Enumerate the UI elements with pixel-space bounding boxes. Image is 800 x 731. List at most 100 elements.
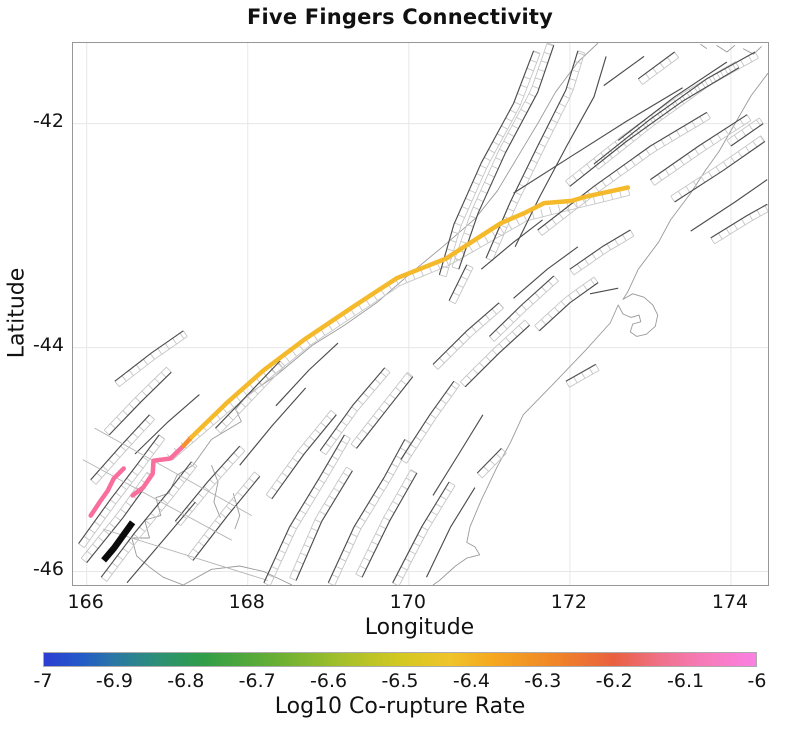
source-fault-highlight: [101, 520, 136, 563]
fault-patches: [78, 43, 768, 585]
fault-trace: [425, 487, 476, 578]
coastline-sounds-island-1: [716, 44, 736, 53]
fault-trace: [485, 50, 579, 259]
fault-trace: [114, 330, 184, 382]
fault-trace: [90, 414, 150, 481]
fault-trace: [134, 394, 200, 455]
colorbar-tick-label: -6.1: [667, 670, 705, 692]
fault-patch-chain: [90, 414, 155, 485]
fault-trace: [464, 324, 530, 388]
colorbar-tick-label: -6.7: [238, 670, 276, 692]
fault-trace: [327, 439, 406, 584]
rupture-path: [88, 466, 126, 518]
fault-trace: [569, 229, 631, 270]
fault-trace: [361, 472, 418, 578]
coastline: [131, 43, 768, 585]
colorbar-tick-label: -7: [33, 670, 53, 692]
fault-trace: [538, 282, 599, 332]
coastline-west-coast: [131, 43, 599, 585]
fault-patch-chain: [328, 439, 412, 585]
x-tick-label: 168: [228, 591, 265, 613]
fault-trace: [488, 275, 555, 337]
colorbar-tick-label: -6.4: [452, 670, 490, 692]
fault-trace: [565, 363, 596, 382]
fault-patch-chain: [476, 448, 507, 479]
rupture-path: [189, 185, 631, 440]
y-tick-label: -44: [32, 333, 64, 356]
plot-area: [72, 42, 769, 586]
colorbar-tick-label: -6.9: [95, 670, 133, 692]
fault-patch-chain: [637, 51, 680, 85]
fault-patch-chain: [710, 204, 768, 245]
fault-patch-chain: [215, 360, 286, 434]
map-canvas: [73, 43, 768, 585]
x-tick-label: 172: [550, 591, 587, 613]
fault-trace: [476, 447, 502, 474]
fault-patch-chain: [289, 466, 353, 581]
fault-trace: [192, 476, 261, 561]
fault-trace: [710, 203, 768, 239]
fault-trace: [126, 501, 196, 584]
fault-patch-chain: [114, 330, 188, 388]
fault-trace: [100, 461, 192, 578]
fault-patch-chain: [187, 471, 261, 561]
fault-patch-chain: [319, 367, 391, 456]
fault-patch-chain: [166, 187, 631, 461]
fault-patch-chain: [263, 434, 351, 585]
fault-patch-chain: [485, 50, 586, 262]
fault-trace: [174, 445, 241, 522]
colorbar-tick-label: -6.2: [595, 670, 633, 692]
colorbar-tick-label: -6.3: [524, 670, 562, 692]
x-tick-label: 170: [389, 591, 426, 613]
fault-patch-chain: [537, 112, 711, 236]
y-tick-label: -42: [32, 109, 64, 132]
fault-trace: [438, 50, 535, 275]
fault-patch-chain: [726, 117, 764, 147]
fault-trace: [730, 123, 764, 147]
fault-patch-chain: [439, 50, 541, 278]
fault-trace: [356, 376, 414, 449]
fault-trace: [458, 45, 555, 270]
y-tick-label: -46: [32, 557, 64, 580]
fault-trace: [271, 414, 337, 500]
coastline-sounds-island-3: [700, 43, 708, 49]
x-tick-label: 174: [711, 591, 749, 613]
coastline-south-coast: [183, 565, 293, 585]
source-fault-path: [101, 520, 136, 563]
fault-trace: [400, 380, 455, 460]
colorbar-label: Log10 Co-rupture Rate: [274, 694, 526, 719]
fault-patch-chain: [265, 409, 337, 500]
fault-trace: [513, 87, 683, 194]
fault-trace: [674, 141, 766, 203]
fault-trace: [108, 371, 172, 436]
fault-trace: [432, 302, 500, 365]
fault-trace: [603, 55, 645, 87]
fault-patch-chain: [593, 51, 759, 170]
fault-trace: [295, 470, 353, 581]
fault-trace: [514, 56, 607, 248]
fault-trace: [617, 61, 728, 141]
fault-trace: [480, 219, 543, 270]
chart-title: Five Fingers Connectivity: [246, 5, 553, 29]
fault-trace: [392, 481, 450, 584]
fault-trace: [569, 67, 740, 187]
fault-trace: [513, 246, 579, 299]
fault-patch-chain: [565, 364, 600, 388]
coastline-sounds-island-2: [742, 46, 762, 55]
colorbar-tick-label: -6: [747, 670, 767, 692]
fault-trace: [589, 287, 619, 295]
fault-patch-chain: [355, 469, 418, 578]
fault-traces: [78, 45, 768, 584]
fault-trace: [239, 387, 307, 466]
fault-patch-chain: [569, 229, 635, 276]
fault-patch-chain: [670, 135, 766, 203]
fault-patch-chain: [400, 380, 460, 464]
fault-patch-chain: [103, 366, 172, 436]
fault-trace: [102, 528, 269, 581]
fault-trace: [215, 360, 281, 429]
fault-patch-chain: [432, 302, 504, 370]
fault-trace: [593, 51, 756, 165]
fault-patch-chain: [448, 264, 474, 305]
fault-patch-chain: [459, 319, 530, 388]
